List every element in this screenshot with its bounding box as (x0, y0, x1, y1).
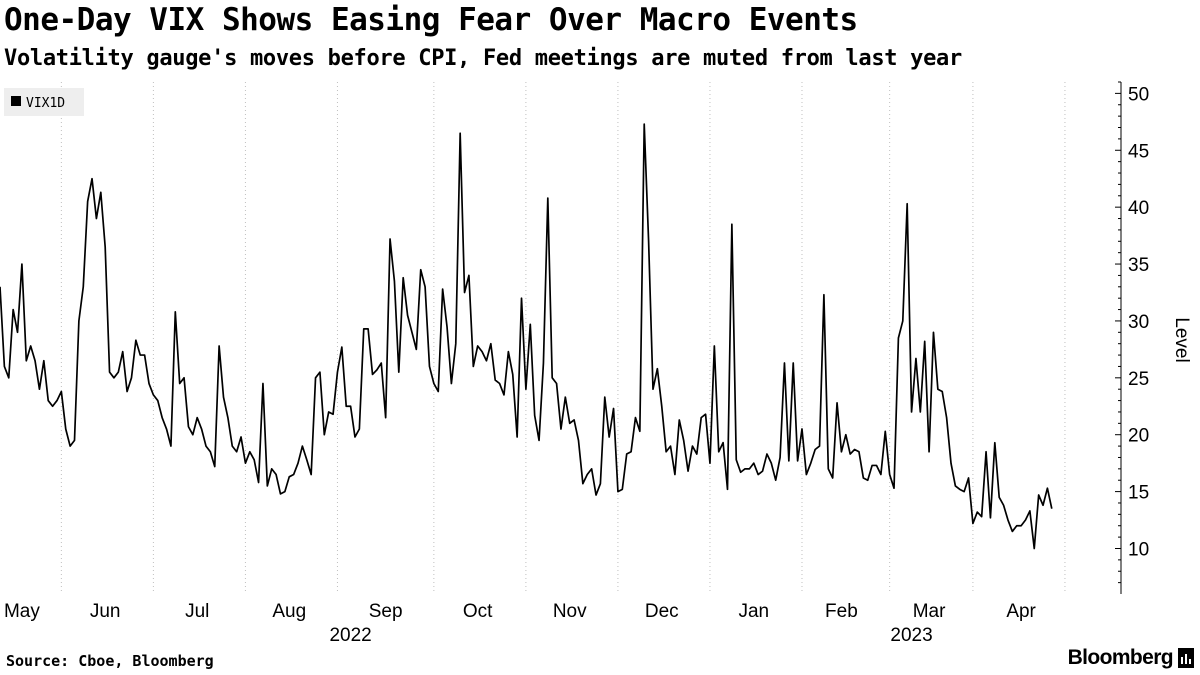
x-month-label-sep: Sep (369, 601, 403, 622)
y-tick-label-40: 40 (1128, 198, 1149, 219)
legend-swatch-vix1d (11, 96, 21, 106)
y-tick-label-35: 35 (1128, 255, 1149, 276)
x-year-label-2023: 2023 (890, 625, 932, 646)
y-axis-title: Level (1171, 317, 1192, 362)
series-line-vix1d (0, 123, 1053, 550)
y-tick-label-30: 30 (1128, 312, 1149, 333)
gridlines (60, 82, 1066, 594)
y-tick-label-50: 50 (1128, 84, 1149, 105)
x-month-label-dec: Dec (645, 601, 679, 622)
x-month-label-may: May (4, 601, 40, 622)
x-month-label-nov: Nov (553, 601, 587, 622)
brand-name: Bloomberg (1067, 646, 1174, 669)
y-tick-label-20: 20 (1128, 426, 1149, 447)
x-year-label-2022: 2022 (329, 625, 371, 646)
source-note: Source: Cboe, Bloomberg (6, 652, 214, 670)
x-month-label-apr: Apr (1006, 601, 1036, 622)
x-month-label-jun: Jun (90, 601, 121, 622)
x-month-label-jan: Jan (738, 601, 769, 622)
x-month-label-oct: Oct (463, 601, 493, 622)
y-tick-label-15: 15 (1128, 483, 1149, 504)
chart-subtitle: Volatility gauge's moves before CPI, Fed… (4, 46, 962, 71)
y-tick-label-25: 25 (1128, 369, 1149, 390)
x-month-label-feb: Feb (825, 601, 858, 622)
x-month-label-jul: Jul (185, 601, 209, 622)
legend-label-vix1d: VIX1D (26, 96, 65, 111)
series-layer (0, 123, 1053, 550)
bloomberg-mark-icon (1178, 648, 1194, 668)
x-month-label-mar: Mar (913, 601, 946, 622)
y-tick-label-10: 10 (1128, 539, 1149, 560)
x-month-label-aug: Aug (272, 601, 306, 622)
y-tick-label-45: 45 (1128, 141, 1149, 162)
legend: VIX1D (4, 88, 84, 116)
axes: 10 15 20 25 30 35 40 45 50 May Jun Jul Aug Sep Oct Nov D… (4, 81, 1149, 646)
chart-title: One-Day VIX Shows Easing Fear Over Macro… (4, 2, 858, 38)
bloomberg-logo: Bloomberg (1068, 646, 1194, 670)
